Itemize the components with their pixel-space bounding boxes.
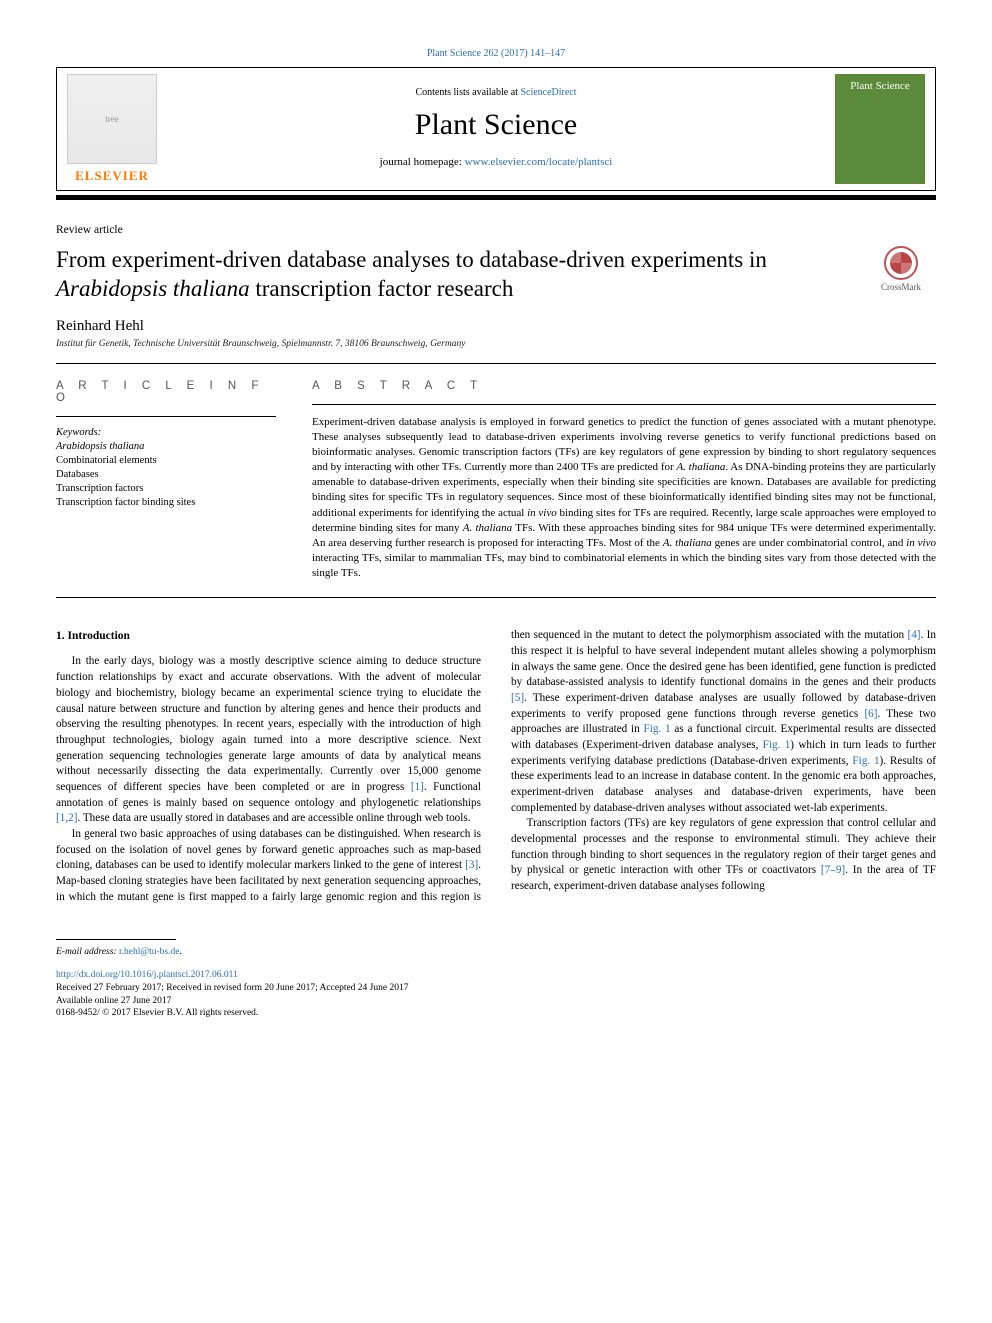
crossmark-badge[interactable]: CrossMark [866, 246, 936, 292]
publisher-block: tree ELSEVIER [57, 68, 167, 190]
rule-above-info [56, 363, 936, 364]
journal-cover-icon: Plant Science [835, 74, 925, 184]
top-citation-link[interactable]: Plant Science 262 (2017) 141–147 [427, 48, 565, 59]
abstract-heading: A B S T R A C T [312, 380, 936, 392]
sciencedirect-link[interactable]: ScienceDirect [520, 87, 576, 98]
homepage-prefix: journal homepage: [380, 156, 465, 168]
info-rule [56, 416, 276, 417]
copyright-line: 0168-9452/ © 2017 Elsevier B.V. All righ… [56, 1007, 936, 1020]
contents-line: Contents lists available at ScienceDirec… [171, 87, 821, 98]
journal-title: Plant Science [171, 108, 821, 142]
crossmark-icon [884, 246, 918, 280]
abstract-rule-top [312, 404, 936, 405]
body-text: 1. Introduction In the early days, biolo… [56, 628, 936, 905]
footer-block: E-mail address: r.hehl@tu-bs.de. http://… [56, 939, 936, 1020]
email-label: E-mail address: [56, 947, 119, 957]
top-citation: Plant Science 262 (2017) 141–147 [56, 48, 936, 59]
article-title: From experiment-driven database analyses… [56, 246, 854, 304]
author-name: Reinhard Hehl [56, 318, 936, 335]
email-link[interactable]: r.hehl@tu-bs.de [119, 947, 179, 957]
journal-header: tree ELSEVIER Contents lists available a… [56, 67, 936, 191]
doi-link[interactable]: http://dx.doi.org/10.1016/j.plantsci.201… [56, 970, 238, 980]
article-info-column: A R T I C L E I N F O Keywords: Arabidop… [56, 380, 276, 582]
section-heading-intro: 1. Introduction [56, 628, 481, 644]
author-affiliation: Institut für Genetik, Technische Univers… [56, 339, 936, 349]
header-rule [56, 195, 936, 200]
abstract-text: Experiment-driven database analysis is e… [312, 415, 936, 582]
email-line: E-mail address: r.hehl@tu-bs.de. [56, 946, 936, 959]
keywords-label: Keywords: [56, 427, 276, 438]
body-paragraph: In the early days, biology was a mostly … [56, 654, 481, 826]
keywords-list: Arabidopsis thalianaCombinatorial elemen… [56, 440, 276, 511]
received-line: Received 27 February 2017; Received in r… [56, 982, 936, 995]
article-type: Review article [56, 224, 936, 236]
homepage-line: journal homepage: www.elsevier.com/locat… [171, 156, 821, 168]
article-info-heading: A R T I C L E I N F O [56, 380, 276, 404]
abstract-column: A B S T R A C T Experiment-driven databa… [312, 380, 936, 582]
publisher-name: ELSEVIER [75, 168, 149, 184]
contents-prefix: Contents lists available at [415, 87, 520, 98]
rule-below-abstract [56, 597, 936, 598]
body-paragraph: Transcription factors (TFs) are key regu… [511, 816, 936, 894]
cover-block: Plant Science [825, 68, 935, 190]
elsevier-tree-icon: tree [67, 74, 157, 164]
available-line: Available online 27 June 2017 [56, 995, 936, 1008]
footer-rule [56, 939, 176, 940]
homepage-link[interactable]: www.elsevier.com/locate/plantsci [465, 156, 613, 168]
crossmark-label: CrossMark [881, 282, 921, 292]
